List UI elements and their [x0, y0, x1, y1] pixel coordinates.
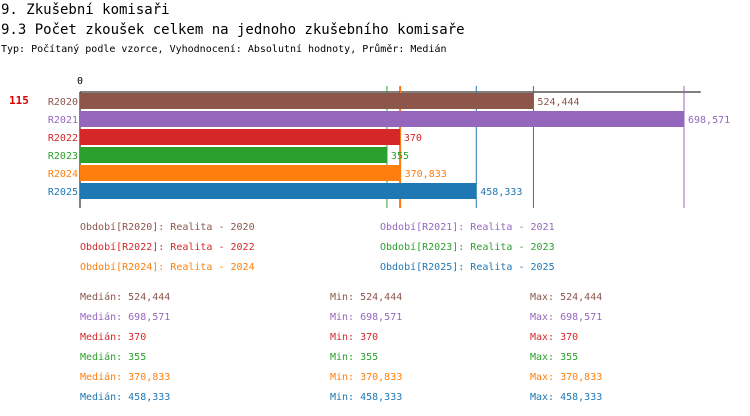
bar-r2024: [80, 165, 401, 181]
stat-median: Medián: 370: [80, 332, 147, 343]
stat-max: Max: 355: [530, 352, 579, 363]
bar-r2020: [80, 93, 534, 109]
legend-item: Období[R2025]: Realita - 2025: [380, 262, 555, 273]
stat-median: Medián: 698,571: [80, 312, 171, 323]
stat-max: Max: 370,833: [530, 372, 603, 383]
category-label: R2023: [48, 151, 78, 162]
value-label: 524,444: [537, 97, 579, 108]
stat-max: Max: 370: [530, 332, 579, 343]
stat-min: Min: 370: [330, 332, 379, 343]
stat-max: Max: 524,444: [530, 292, 603, 303]
value-label: 355: [391, 151, 409, 162]
category-label: R2020: [48, 97, 78, 108]
category-label: R2024: [48, 169, 78, 180]
section-title: 9. Zkušební komisaři: [1, 2, 170, 18]
chart-meta: Typ: Počítaný podle vzorce, Vyhodnocení:…: [1, 44, 447, 55]
legend-item: Období[R2024]: Realita - 2024: [80, 262, 255, 273]
category-label: R2025: [48, 187, 78, 198]
legend-item: Období[R2023]: Realita - 2023: [380, 242, 555, 253]
stat-median: Medián: 355: [80, 352, 147, 363]
stat-min: Min: 355: [330, 352, 379, 363]
legend-item: Období[R2020]: Realita - 2020: [80, 222, 255, 233]
stat-min: Min: 370,833: [330, 372, 403, 383]
legend-item: Období[R2022]: Realita - 2022: [80, 242, 255, 253]
axis-zero-label: 0: [77, 76, 83, 87]
value-label: 698,571: [688, 115, 730, 126]
stat-median: Medián: 370,833: [80, 372, 171, 383]
stat-min: Min: 698,571: [330, 312, 403, 323]
reference-label: 115: [9, 94, 29, 107]
value-label: 370: [404, 133, 422, 144]
bar-r2022: [80, 129, 400, 145]
stat-median: Medián: 524,444: [80, 292, 171, 303]
category-label: R2022: [48, 133, 78, 144]
bar-r2021: [80, 111, 684, 127]
legend-item: Období[R2021]: Realita - 2021: [380, 222, 555, 233]
bar-r2025: [80, 183, 477, 199]
bar-r2023: [80, 147, 387, 163]
stat-max: Max: 698,571: [530, 312, 603, 323]
category-label: R2021: [48, 115, 78, 126]
stat-min: Min: 524,444: [330, 292, 403, 303]
stat-max: Max: 458,333: [530, 392, 603, 403]
value-label: 370,833: [405, 169, 447, 180]
stat-median: Medián: 458,333: [80, 392, 171, 403]
chart-title: 9.3 Počet zkoušek celkem na jednoho zkuš…: [1, 22, 465, 38]
value-label: 458,333: [480, 187, 522, 198]
stat-min: Min: 458,333: [330, 392, 403, 403]
